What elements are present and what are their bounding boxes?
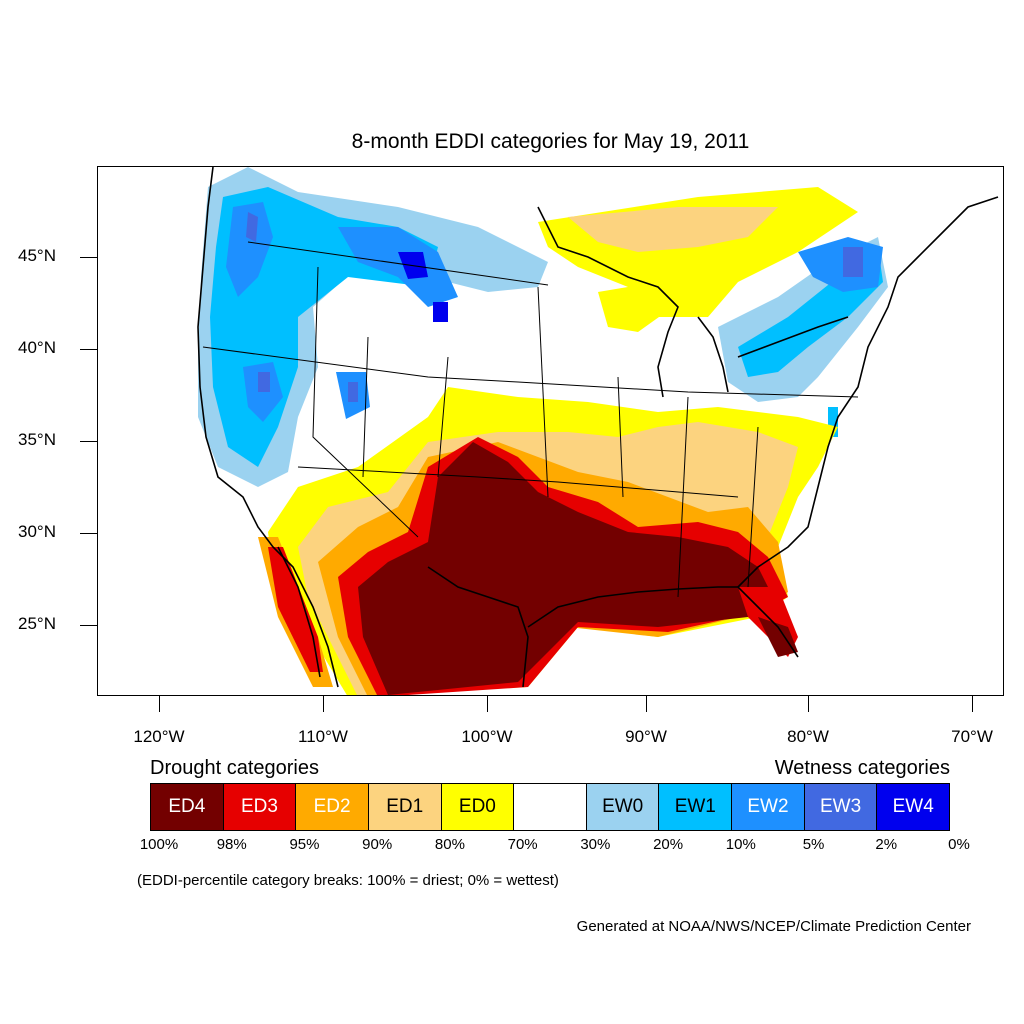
state-borders <box>202 241 859 598</box>
map-title: 8-month EDDI categories for May 19, 2011 <box>351 130 750 153</box>
lon-label-100w: 100°W <box>461 727 513 746</box>
lon-label-120w: 120°W <box>133 727 185 746</box>
legend-cell-ew2: EW2 <box>732 784 805 830</box>
break-label: 80% <box>434 836 465 853</box>
lat-tick <box>80 625 97 626</box>
legend-cell-ew0: EW0 <box>586 784 660 830</box>
legend-cell-ew1: EW1 <box>659 784 733 830</box>
lat-tick <box>80 533 97 534</box>
map-canvas <box>197 167 999 695</box>
lat-tick <box>80 349 97 350</box>
legend-cell-ew4: EW4 <box>877 784 950 830</box>
lon-tick <box>487 696 488 712</box>
drought-region-north <box>538 187 858 332</box>
lon-label-80w: 80°W <box>787 727 829 746</box>
lon-tick <box>646 696 647 712</box>
lat-label-40: 40°N <box>18 338 56 357</box>
legend-cell-ed4: ED4 <box>151 784 224 830</box>
lon-tick <box>159 696 160 712</box>
credit-line: Generated at NOAA/NWS/NCEP/Climate Predi… <box>576 918 971 935</box>
break-label: 90% <box>362 836 393 853</box>
break-label: 30% <box>580 836 611 853</box>
break-label: 100% <box>139 836 179 853</box>
lat-label-45: 45°N <box>18 246 56 265</box>
eddi-map <box>97 166 1004 696</box>
legend-cell-ed2: ED2 <box>296 784 369 830</box>
lon-label-70w: 70°W <box>951 727 993 746</box>
drought-region-south <box>258 387 838 695</box>
break-label: 10% <box>725 836 756 853</box>
lon-tick <box>323 696 324 712</box>
category-note: (EDDI-percentile category breaks: 100% =… <box>137 872 559 889</box>
break-label: 95% <box>289 836 320 853</box>
legend-cell-ed0: ED0 <box>441 784 515 830</box>
lat-label-25: 25°N <box>18 614 56 633</box>
break-label: 20% <box>653 836 684 853</box>
lat-tick <box>80 441 97 442</box>
break-label: 2% <box>875 836 898 853</box>
lon-tick <box>808 696 809 712</box>
break-label: 5% <box>802 836 825 853</box>
lat-label-35: 35°N <box>18 430 56 449</box>
lon-label-110w: 110°W <box>298 727 348 746</box>
lon-tick <box>972 696 973 712</box>
break-label: 98% <box>216 836 247 853</box>
category-legend: ED4 ED3 ED2 ED1 ED0 EW0 EW1 EW2 EW3 EW4 <box>150 783 950 831</box>
lon-label-90w: 90°W <box>625 727 667 746</box>
coastlines <box>197 167 999 688</box>
lat-tick <box>80 257 97 258</box>
wetness-categories-heading: Wetness categories <box>774 757 950 779</box>
legend-cell-neutral <box>514 784 587 830</box>
legend-cell-ed1: ED1 <box>368 784 442 830</box>
break-label: 70% <box>507 836 538 853</box>
drought-categories-heading: Drought categories <box>150 757 319 779</box>
lat-label-30: 30°N <box>18 522 56 541</box>
break-label: 0% <box>948 836 970 853</box>
legend-cell-ed3: ED3 <box>223 784 297 830</box>
legend-cell-ew3: EW3 <box>804 784 878 830</box>
